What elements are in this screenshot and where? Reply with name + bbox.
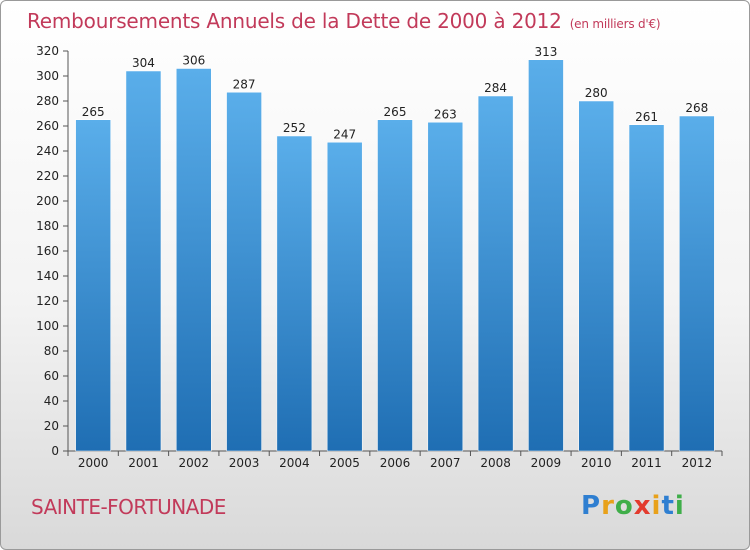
logo-letter: r <box>601 491 615 521</box>
y-tick-label: 20 <box>44 419 59 433</box>
chart-title: Remboursements Annuels de la Dette de 20… <box>27 9 661 33</box>
data-label: 263 <box>434 107 457 121</box>
y-tick-label: 180 <box>36 219 59 233</box>
data-label: 280 <box>585 86 608 100</box>
bar <box>578 100 614 452</box>
data-label: 252 <box>283 121 306 135</box>
bar <box>528 59 564 452</box>
y-tick-label: 40 <box>44 394 59 408</box>
bar <box>176 68 212 452</box>
x-tick-label: 2006 <box>380 456 411 470</box>
bar <box>125 70 162 452</box>
logo-letter: P <box>581 491 602 521</box>
y-tick-label: 280 <box>36 94 59 108</box>
y-tick-label: 220 <box>36 169 59 183</box>
data-label: 287 <box>233 77 256 91</box>
y-tick-label: 80 <box>44 344 59 358</box>
data-label: 284 <box>484 81 507 95</box>
bar <box>226 92 262 452</box>
logo-letter: i <box>651 491 662 521</box>
data-label: 304 <box>132 56 155 70</box>
proxiti-logo: Proxiti <box>581 491 685 521</box>
data-label: 306 <box>182 54 205 68</box>
x-tick-label: 2001 <box>128 456 159 470</box>
data-label: 313 <box>534 45 557 59</box>
x-tick-label: 2012 <box>682 456 713 470</box>
logo-letter: o <box>614 491 634 521</box>
bar <box>276 135 313 452</box>
x-tick-label: 2002 <box>178 456 209 470</box>
bar <box>427 122 464 452</box>
y-tick-label: 240 <box>36 144 59 158</box>
y-tick-label: 100 <box>36 319 59 333</box>
bar <box>75 119 111 452</box>
data-label: 261 <box>635 110 658 124</box>
data-label: 265 <box>384 105 407 119</box>
bar <box>326 142 363 452</box>
logo-letter: x <box>633 491 652 521</box>
x-tick-label: 2008 <box>480 456 511 470</box>
y-tick-label: 260 <box>36 119 59 133</box>
chart-title-text: Remboursements Annuels de la Dette de 20… <box>27 9 562 33</box>
data-label: 247 <box>333 127 356 141</box>
y-tick-label: 160 <box>36 244 59 258</box>
x-tick-label: 2005 <box>329 456 360 470</box>
x-tick-label: 2000 <box>78 456 109 470</box>
x-tick-label: 2011 <box>631 456 662 470</box>
y-tick-label: 200 <box>36 194 59 208</box>
y-tick-label: 120 <box>36 294 59 308</box>
commune-name: SAINTE-FORTUNADE <box>31 495 226 519</box>
y-tick-label: 140 <box>36 269 59 283</box>
x-tick-label: 2003 <box>229 456 260 470</box>
unit-note: (en milliers d'€) <box>569 17 661 31</box>
x-tick-label: 2007 <box>430 456 461 470</box>
bar <box>477 95 514 452</box>
x-tick-label: 2010 <box>581 456 612 470</box>
bar <box>377 119 413 452</box>
x-tick-label: 2009 <box>531 456 562 470</box>
y-tick-label: 320 <box>36 44 59 58</box>
data-label: 265 <box>82 105 105 119</box>
bar <box>628 124 665 452</box>
x-tick-label: 2004 <box>279 456 310 470</box>
y-tick-label: 0 <box>51 444 59 458</box>
logo-letter: i <box>674 491 685 521</box>
logo-letter: t <box>661 491 675 521</box>
y-tick-label: 60 <box>44 369 59 383</box>
bar <box>679 115 715 452</box>
data-label: 268 <box>685 101 708 115</box>
y-tick-label: 300 <box>36 69 59 83</box>
